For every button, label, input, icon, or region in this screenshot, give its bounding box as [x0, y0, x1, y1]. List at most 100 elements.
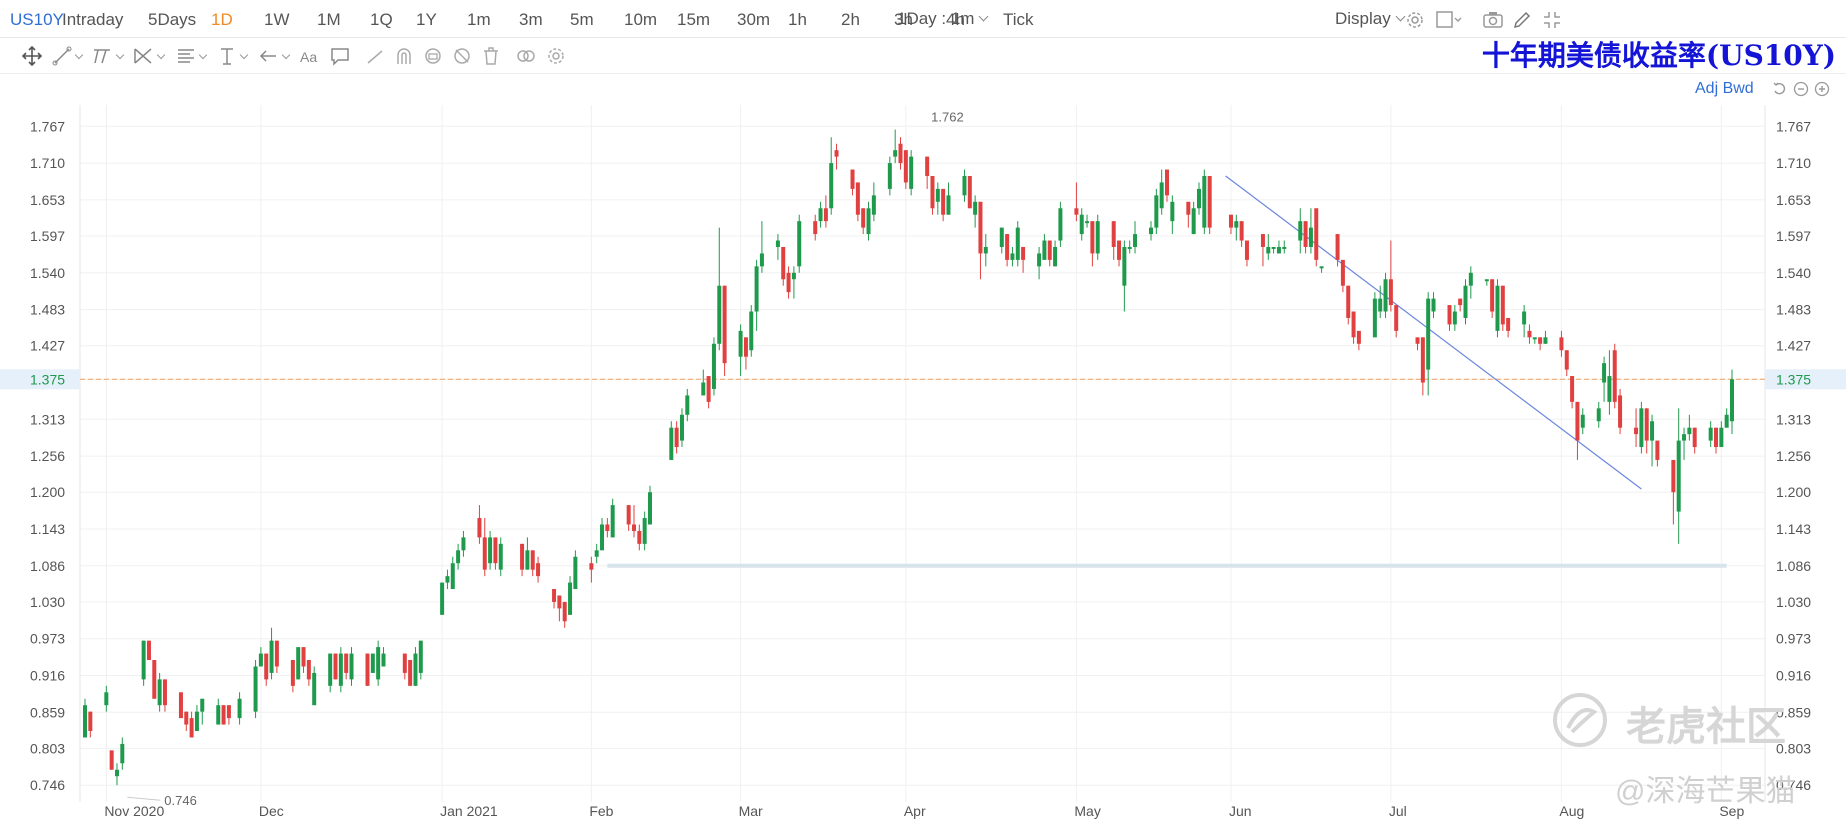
candle-body [1378, 298, 1383, 312]
pencil-icon[interactable] [1512, 10, 1532, 35]
hide-icon[interactable] [452, 46, 472, 66]
candle-body [711, 343, 716, 389]
candle-body [941, 188, 946, 215]
timeframe-4h[interactable]: 4h [946, 10, 965, 29]
trash-icon[interactable] [481, 46, 501, 66]
timeframe-2h[interactable]: 2h [841, 10, 860, 29]
candle-body [1122, 246, 1127, 286]
candle [1415, 337, 1420, 351]
symbol-label[interactable]: US10Y [10, 10, 64, 29]
candle [1239, 221, 1244, 247]
candle-body [1314, 208, 1319, 260]
candle-body [722, 285, 727, 364]
candle-body [194, 711, 199, 732]
candle-body [141, 640, 146, 680]
candle-body [269, 640, 274, 673]
candle [482, 518, 487, 577]
timeframe-5days[interactable]: 5Days [148, 10, 197, 29]
y-tick-label-left: 0.859 [30, 704, 65, 720]
square-icon[interactable] [1436, 10, 1464, 35]
timeframe-1d[interactable]: 1D [211, 10, 233, 29]
candle-body [978, 201, 983, 254]
zoom-out-icon[interactable] [1793, 81, 1809, 102]
channel-icon[interactable] [92, 46, 112, 66]
timeframe-1w[interactable]: 1W [264, 10, 290, 29]
candle-body [759, 253, 764, 267]
current-price-label-right: 1.375 [1776, 371, 1811, 387]
timeframe-1m[interactable]: 1M [317, 10, 341, 29]
gear-icon[interactable] [1405, 10, 1425, 35]
timeframe-15m[interactable]: 15m [677, 10, 711, 29]
comment-icon[interactable] [330, 46, 350, 66]
timeframe-1q[interactable]: 1Q [370, 10, 393, 29]
candle-body [338, 653, 343, 686]
candle-body [1346, 285, 1351, 318]
interval-select[interactable]: 1Day : 1m [897, 9, 989, 29]
candle [114, 763, 119, 786]
adj-bwd-label[interactable]: Adj Bwd [1695, 80, 1754, 97]
display-dropdown[interactable]: Display [1335, 9, 1406, 29]
camera-icon[interactable] [1483, 10, 1503, 35]
candle-body [1266, 246, 1271, 254]
settings-icon[interactable] [546, 46, 566, 66]
candle [685, 388, 690, 422]
candle-body [669, 427, 674, 460]
candle [1463, 279, 1468, 325]
candle [973, 195, 978, 228]
candle-body [258, 653, 263, 667]
candle-body [461, 537, 466, 551]
pattern-icon[interactable] [133, 46, 153, 66]
line-icon[interactable] [52, 46, 72, 66]
candle-body [1196, 188, 1201, 209]
timeframe-1m[interactable]: 1m [467, 10, 491, 29]
candle-body [1186, 201, 1191, 215]
link-icon[interactable] [516, 46, 536, 66]
candle [786, 266, 791, 299]
lock-icon[interactable] [423, 46, 443, 66]
candle [456, 543, 461, 570]
text-icon[interactable]: Aa [300, 46, 320, 66]
candle-body [866, 208, 871, 235]
candle [1335, 234, 1340, 267]
candle [141, 640, 146, 686]
move-icon[interactable] [21, 45, 43, 67]
candle [1340, 259, 1345, 293]
timeframe-5m[interactable]: 5m [570, 10, 594, 29]
candle-body [440, 582, 445, 615]
ruler-icon[interactable] [365, 46, 385, 66]
magnet-icon[interactable] [394, 46, 414, 66]
candle-body [1276, 246, 1281, 254]
candle [1506, 317, 1511, 338]
candle [226, 705, 231, 725]
timeframe-intraday[interactable]: Intraday [62, 10, 124, 29]
candle-body [1207, 175, 1212, 228]
candle [157, 672, 162, 712]
timeframe-1h[interactable]: 1h [788, 10, 807, 29]
candle [1319, 266, 1324, 273]
candle-body [1228, 214, 1233, 228]
candle [557, 595, 562, 622]
arrow-icon[interactable] [258, 46, 278, 66]
fib-icon[interactable] [176, 46, 196, 66]
candle [1303, 221, 1308, 254]
timeframe-3m[interactable]: 3m [519, 10, 543, 29]
undo-icon[interactable] [1772, 81, 1788, 102]
zoom-in-icon[interactable] [1814, 81, 1830, 102]
timeframe-1y[interactable]: 1Y [416, 10, 437, 29]
timeframe-tick[interactable]: Tick [1003, 10, 1034, 29]
candle-body [1724, 414, 1729, 428]
timeframe-10m[interactable]: 10m [624, 10, 658, 29]
candle [1655, 440, 1660, 467]
timeframe-30m[interactable]: 30m [737, 10, 771, 29]
candle-body [1021, 246, 1026, 260]
candle [146, 640, 151, 661]
candle-body [818, 208, 823, 222]
timeframe-3h[interactable]: 3h [894, 10, 913, 29]
fullscreen-icon[interactable] [1542, 10, 1562, 35]
measure-icon[interactable] [217, 46, 237, 66]
y-tick-label-right: 0.973 [1776, 631, 1811, 647]
candle-body [221, 705, 226, 725]
candle-body [1596, 408, 1601, 422]
candle-body [301, 647, 306, 667]
